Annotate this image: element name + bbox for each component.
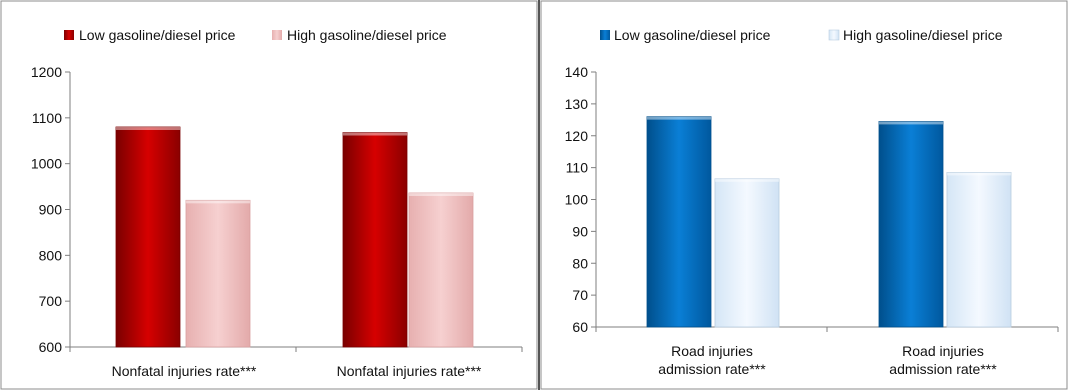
bar-top-highlight: [947, 172, 1011, 176]
panel-border-right: [540, 0, 1068, 390]
y-tick-label: 110: [566, 160, 589, 176]
bar: [342, 132, 408, 348]
y-tick-label: 1200: [31, 64, 62, 80]
category-label: Road injuries: [671, 343, 753, 359]
y-tick-label: 80: [572, 255, 588, 271]
bar-top-highlight: [343, 132, 407, 136]
legend-label-high: High gasoline/diesel price: [287, 27, 447, 43]
category-label: Nonfatal injuries rate***: [112, 363, 257, 379]
y-tick-label: 140: [565, 64, 589, 80]
legend-right: Low gasoline/diesel price High gasoline/…: [600, 27, 1003, 43]
bar-top-highlight: [715, 178, 779, 182]
category-label: Nonfatal injuries rate***: [337, 363, 482, 379]
panel-border-left: [0, 0, 538, 390]
legend-label-high: High gasoline/diesel price: [843, 27, 1003, 43]
y-tick-label: 1000: [31, 156, 62, 172]
y-tick-label: 90: [572, 223, 588, 239]
y-tick-label: 900: [39, 202, 63, 218]
y-tick-label: 130: [565, 96, 589, 112]
bar-top-highlight: [647, 116, 711, 120]
bar: [408, 192, 474, 348]
legend-label-low: Low gasoline/diesel price: [614, 27, 771, 43]
plot-layer: 600 700 800 900 1000 1100 1200 60 70 80 90 100 110 12…: [31, 64, 1059, 355]
bar: [115, 126, 181, 348]
y-tick-label: 1100: [32, 110, 62, 126]
legend-label-low: Low gasoline/diesel price: [79, 27, 236, 43]
bar: [185, 199, 251, 348]
category-label: admission rate***: [658, 361, 766, 377]
y-tick-label: 70: [572, 287, 588, 303]
bar: [946, 172, 1012, 328]
y-tick-label: 600: [39, 339, 63, 355]
y-tick-label: 100: [565, 192, 589, 208]
bar-top-highlight: [409, 193, 473, 196]
bar: [714, 178, 780, 328]
legend-swatch-high: [272, 30, 282, 40]
bar: [878, 121, 944, 328]
bar: [646, 116, 712, 328]
bar-top-highlight: [186, 200, 250, 204]
legend-left: Low gasoline/diesel price High gasoline/…: [64, 27, 447, 43]
legend-swatch-high: [828, 29, 840, 41]
y-tick-label: 60: [572, 319, 588, 335]
y-tick-label: 800: [39, 247, 63, 263]
legend-swatch-low: [600, 30, 610, 40]
y-tick-label: 120: [565, 128, 589, 144]
legend-swatch-low: [64, 30, 74, 40]
category-label: admission rate***: [889, 361, 997, 377]
y-tick-label: 700: [39, 293, 63, 309]
bar-top-highlight: [879, 121, 943, 125]
bar-top-highlight: [116, 127, 180, 130]
category-label: Road injuries: [902, 343, 984, 359]
